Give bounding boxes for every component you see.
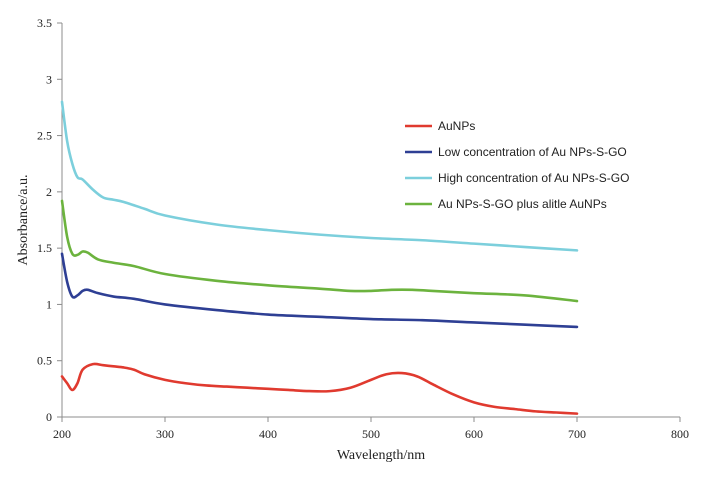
- y-tick-label: 0: [46, 410, 52, 424]
- y-axis-title: Absorbance/a.u.: [16, 175, 31, 266]
- y-tick-label: 2.5: [37, 129, 52, 143]
- series-line-2: [60, 252, 579, 329]
- x-tick-label: 200: [53, 427, 71, 441]
- y-tick-label: 0.5: [37, 354, 52, 368]
- x-axis-title: Wavelength/nm: [337, 448, 425, 463]
- y-tick-label: 3: [46, 72, 52, 86]
- axes: [61, 23, 680, 418]
- legend-label: High concentration of Au NPs-S-GO: [438, 171, 629, 185]
- y-tick-label: 1: [46, 297, 52, 311]
- legend-label: Au NPs-S-GO plus alitle AuNPs: [438, 197, 607, 211]
- x-tick-label: 800: [671, 427, 689, 441]
- legend-label: AuNPs: [438, 119, 475, 133]
- x-tick-label: 500: [362, 427, 380, 441]
- x-tick-label: 600: [465, 427, 483, 441]
- y-axis-ticks: 0 0.5 1 1.5 2 2.5 3 3.5: [37, 16, 62, 424]
- y-tick-label: 1.5: [37, 241, 52, 255]
- y-tick-label: 3.5: [37, 16, 52, 30]
- legend-label: Low concentration of Au NPs-S-GO: [438, 145, 627, 159]
- y-tick-label: 2: [46, 185, 52, 199]
- series-line-1: [60, 362, 579, 415]
- series-line-3: [60, 100, 579, 252]
- x-axis-ticks: 200 300 400 500 600 700 800: [53, 417, 689, 441]
- x-tick-label: 400: [259, 427, 277, 441]
- series-line-4: [60, 199, 579, 303]
- legend: AuNPs Low concentration of Au NPs-S-GO Hig…: [405, 119, 629, 211]
- x-tick-label: 700: [568, 427, 586, 441]
- x-tick-label: 300: [156, 427, 174, 441]
- series-layer: [60, 100, 579, 415]
